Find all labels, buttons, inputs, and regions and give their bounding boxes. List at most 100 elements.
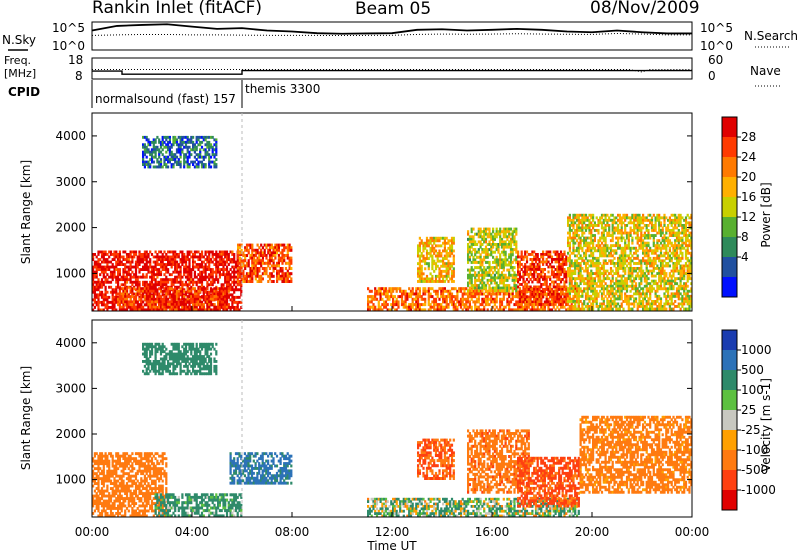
- heatmap-cell: [604, 239, 607, 243]
- heatmap-cell: [570, 218, 573, 222]
- heatmap-cell: [190, 292, 193, 296]
- heatmap-cell: [508, 300, 511, 304]
- heatmap-cell: [172, 283, 175, 287]
- heatmap-cell: [184, 300, 188, 304]
- heatmap-cell: [117, 285, 120, 289]
- heatmap-cell: [490, 281, 493, 285]
- heatmap-cell: [127, 268, 130, 271]
- heatmap-cell: [467, 237, 470, 241]
- heatmap-cell: [574, 292, 577, 296]
- heatmap-cell: [238, 308, 241, 312]
- heatmap-cell: [134, 268, 138, 271]
- heatmap-cell: [492, 266, 495, 270]
- heatmap-cell: [574, 249, 577, 253]
- heatmap-cell: [556, 295, 559, 299]
- heatmap-cell: [595, 256, 598, 260]
- heatmap-cell: [161, 280, 164, 284]
- heatmap-cell: [186, 289, 189, 293]
- heatmap-cell: [538, 300, 541, 304]
- heatmap-cell: [449, 295, 452, 299]
- heatmap-cell: [108, 306, 111, 309]
- heatmap-cell: [225, 268, 229, 271]
- heatmap-cell: [183, 306, 186, 309]
- heatmap-cell: [281, 277, 284, 281]
- heatmap-cell: [420, 303, 423, 307]
- heatmap-cell: [625, 244, 629, 248]
- heatmap-cell: [174, 305, 177, 309]
- heatmap-cell: [493, 278, 496, 282]
- heatmap-cell: [492, 271, 495, 275]
- heatmap-cell: [565, 293, 568, 296]
- heatmap-cell: [579, 277, 582, 281]
- heatmap-cell: [165, 308, 168, 312]
- heatmap-cell: [281, 254, 284, 257]
- heatmap-cell: [181, 258, 184, 261]
- heatmap-cell: [559, 297, 563, 301]
- heatmap-cell: [442, 257, 445, 260]
- heatmap-cell: [617, 246, 620, 250]
- heatmap-cell: [577, 272, 580, 275]
- heatmap-cell: [509, 258, 513, 262]
- heatmap-cell: [442, 249, 445, 253]
- heatmap-cell: [643, 224, 646, 227]
- heatmap-cell: [165, 303, 168, 307]
- heatmap-cell: [127, 260, 130, 264]
- heatmap-cell: [631, 274, 634, 278]
- heatmap-cell: [131, 283, 134, 287]
- heatmap-cell: [136, 285, 139, 289]
- heatmap-cell: [604, 272, 607, 275]
- heatmap-cell: [570, 305, 573, 308]
- heatmap-cell: [286, 246, 289, 250]
- heatmap-cell: [284, 261, 288, 265]
- heatmap-cell: [218, 306, 221, 309]
- heatmap-cell: [133, 303, 136, 307]
- heatmap-cell: [477, 300, 480, 304]
- heatmap-cell: [431, 305, 434, 309]
- heatmap-cell: [434, 277, 438, 281]
- heatmap-cell: [418, 287, 421, 291]
- heatmap-cell: [177, 253, 180, 256]
- heatmap-cell: [231, 265, 234, 269]
- heatmap-cell: [561, 305, 564, 309]
- heatmap-cell: [381, 292, 384, 296]
- heatmap-cell: [588, 272, 591, 275]
- heatmap-cell: [215, 255, 218, 259]
- heatmap-cell: [168, 255, 171, 259]
- heatmap-cell: [417, 287, 420, 291]
- heatmap-cell: [142, 308, 145, 312]
- heatmap-cell: [608, 294, 611, 298]
- heatmap-cell: [488, 297, 491, 301]
- heatmap-cell: [183, 297, 186, 301]
- heatmap-cell: [249, 280, 252, 283]
- heatmap-cell: [102, 258, 105, 261]
- heatmap-cell: [215, 263, 218, 266]
- heatmap-cell: [140, 293, 143, 297]
- heatmap-cell: [518, 273, 521, 276]
- heatmap-cell: [474, 248, 477, 252]
- heatmap-cell: [563, 258, 566, 261]
- heatmap-cell: [504, 286, 507, 290]
- heatmap-cell: [590, 216, 593, 220]
- heatmap-cell: [124, 303, 127, 307]
- heatmap-cell: [531, 275, 534, 279]
- heatmap-cell: [429, 287, 432, 291]
- heatmap-cell: [643, 259, 646, 263]
- heatmap-cell: [570, 262, 573, 265]
- heatmap-cell: [625, 302, 629, 306]
- heatmap-cell: [227, 263, 230, 266]
- heatmap-cell: [492, 286, 495, 290]
- heatmap-cell: [154, 273, 157, 277]
- heatmap-cell: [486, 243, 489, 246]
- heatmap-cell: [561, 290, 564, 294]
- heatmap-cell: [227, 287, 230, 291]
- heatmap-cell: [486, 255, 489, 259]
- heatmap-cell: [500, 297, 504, 301]
- heatmap-cell: [218, 255, 221, 259]
- heatmap-cell: [500, 250, 504, 254]
- heatmap-cell: [534, 270, 538, 274]
- heatmap-cell: [568, 297, 571, 301]
- heatmap-cell: [642, 249, 645, 253]
- heatmap-cell: [131, 258, 134, 261]
- heatmap-cell: [152, 295, 155, 299]
- heatmap-cell: [393, 303, 396, 307]
